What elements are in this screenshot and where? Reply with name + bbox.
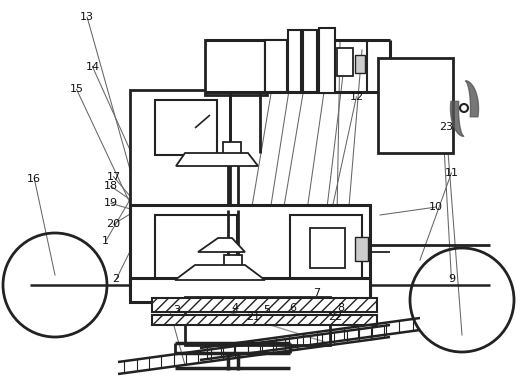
Bar [155, 215, 237, 280]
Bar [130, 90, 230, 205]
Bar [303, 30, 317, 92]
Bar [224, 255, 242, 267]
Bar [290, 215, 362, 280]
Bar [223, 142, 241, 155]
Text: 2: 2 [112, 274, 120, 284]
Polygon shape [198, 238, 245, 252]
Text: 21: 21 [247, 312, 260, 322]
Bar [355, 237, 368, 261]
Text: 9: 9 [448, 274, 455, 284]
Text: 6: 6 [289, 303, 297, 313]
Text: 12: 12 [350, 92, 363, 102]
Bar [152, 315, 377, 325]
Text: 22: 22 [328, 312, 342, 322]
Text: 16: 16 [27, 174, 41, 184]
Bar [310, 228, 345, 268]
Bar [337, 48, 353, 76]
Text: 23: 23 [439, 122, 453, 132]
Text: 4: 4 [231, 303, 239, 313]
Bar [378, 58, 453, 153]
Bar [130, 278, 370, 302]
Bar [288, 30, 301, 92]
Text: 14: 14 [86, 62, 99, 71]
Bar [319, 28, 335, 93]
Text: 17: 17 [107, 172, 120, 182]
Bar [205, 40, 267, 95]
Polygon shape [176, 153, 258, 166]
Bar [265, 40, 287, 92]
Text: 10: 10 [429, 202, 442, 212]
Text: 7: 7 [313, 288, 320, 298]
Bar [130, 205, 370, 293]
Bar [152, 298, 377, 312]
Text: 15: 15 [70, 84, 83, 94]
Text: 3: 3 [173, 305, 181, 315]
Text: 19: 19 [104, 198, 118, 208]
Text: 18: 18 [104, 181, 118, 191]
Bar [155, 100, 217, 155]
Text: 13: 13 [80, 12, 94, 22]
Circle shape [460, 104, 468, 112]
Text: 20: 20 [107, 219, 120, 229]
Text: 1: 1 [102, 236, 109, 246]
Text: 8: 8 [337, 303, 344, 313]
Bar [355, 55, 365, 73]
Text: 5: 5 [263, 305, 270, 315]
Text: 11: 11 [445, 168, 458, 178]
Polygon shape [175, 265, 265, 280]
Bar [185, 297, 330, 345]
